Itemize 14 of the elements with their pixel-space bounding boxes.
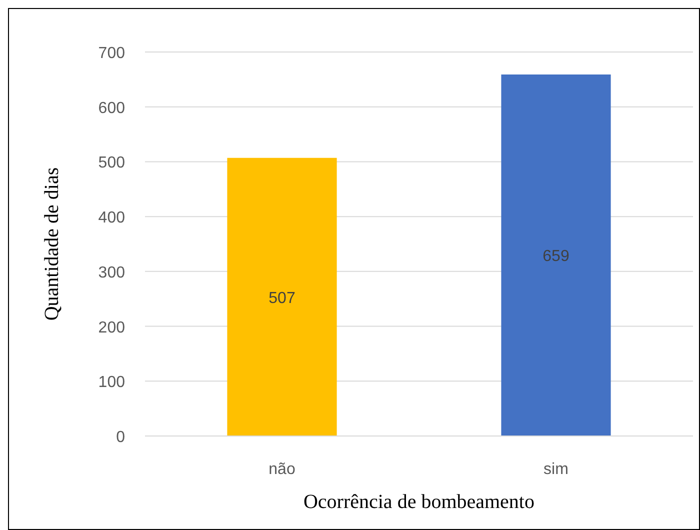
- x-tick-label: não: [268, 461, 296, 478]
- y-tick-label: 300: [98, 264, 126, 282]
- data-label: 507: [268, 290, 296, 307]
- y-axis-title: Quantidade de dias: [41, 167, 63, 321]
- y-tick-label: 0: [116, 429, 126, 446]
- data-label: 659: [542, 248, 570, 266]
- y-tick-label: 500: [98, 154, 126, 172]
- y-tick-label: 600: [98, 100, 126, 117]
- y-tick-label: 400: [98, 210, 126, 227]
- x-tick-label: sim: [544, 461, 568, 478]
- y-tick-label: 200: [98, 319, 126, 336]
- y-tick-label: 100: [98, 374, 126, 392]
- y-tick-label: 700: [98, 45, 126, 62]
- x-axis-title: Ocorrência de bombeamento: [303, 491, 535, 513]
